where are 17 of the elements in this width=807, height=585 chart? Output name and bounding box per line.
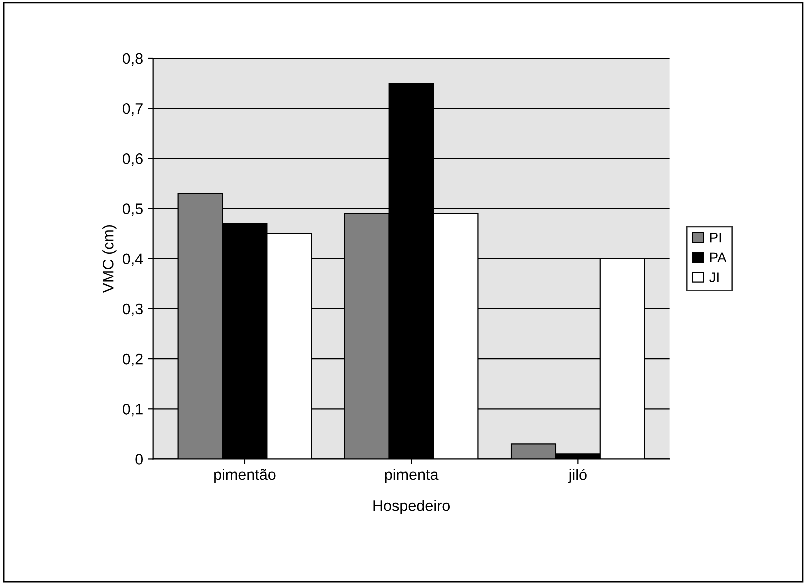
legend-label: PI — [710, 233, 722, 243]
y-axis-title: VMC (cm) — [102, 225, 117, 294]
y-tick-label: 0,1 — [122, 404, 143, 417]
x-tick-label: pimenta — [385, 468, 439, 484]
y-tick-label: 0,2 — [122, 354, 143, 367]
y-tick-label: 0,3 — [122, 304, 143, 316]
legend-label: PA — [710, 252, 727, 262]
y-tick-label: 0,8 — [122, 53, 143, 66]
y-tick-label: 0,7 — [122, 103, 143, 116]
x-tick-label: pimentão — [214, 468, 276, 484]
y-tick-label: 0,6 — [122, 154, 143, 166]
y-tick-label: 0,5 — [122, 204, 143, 216]
y-tick-label: 0,4 — [122, 254, 144, 266]
x-tick-label: jiló — [568, 468, 587, 484]
y-tick-label: 0 — [136, 454, 144, 465]
x-axis-title: Hospedeiro — [374, 500, 450, 514]
legend-label: JI — [710, 272, 719, 282]
